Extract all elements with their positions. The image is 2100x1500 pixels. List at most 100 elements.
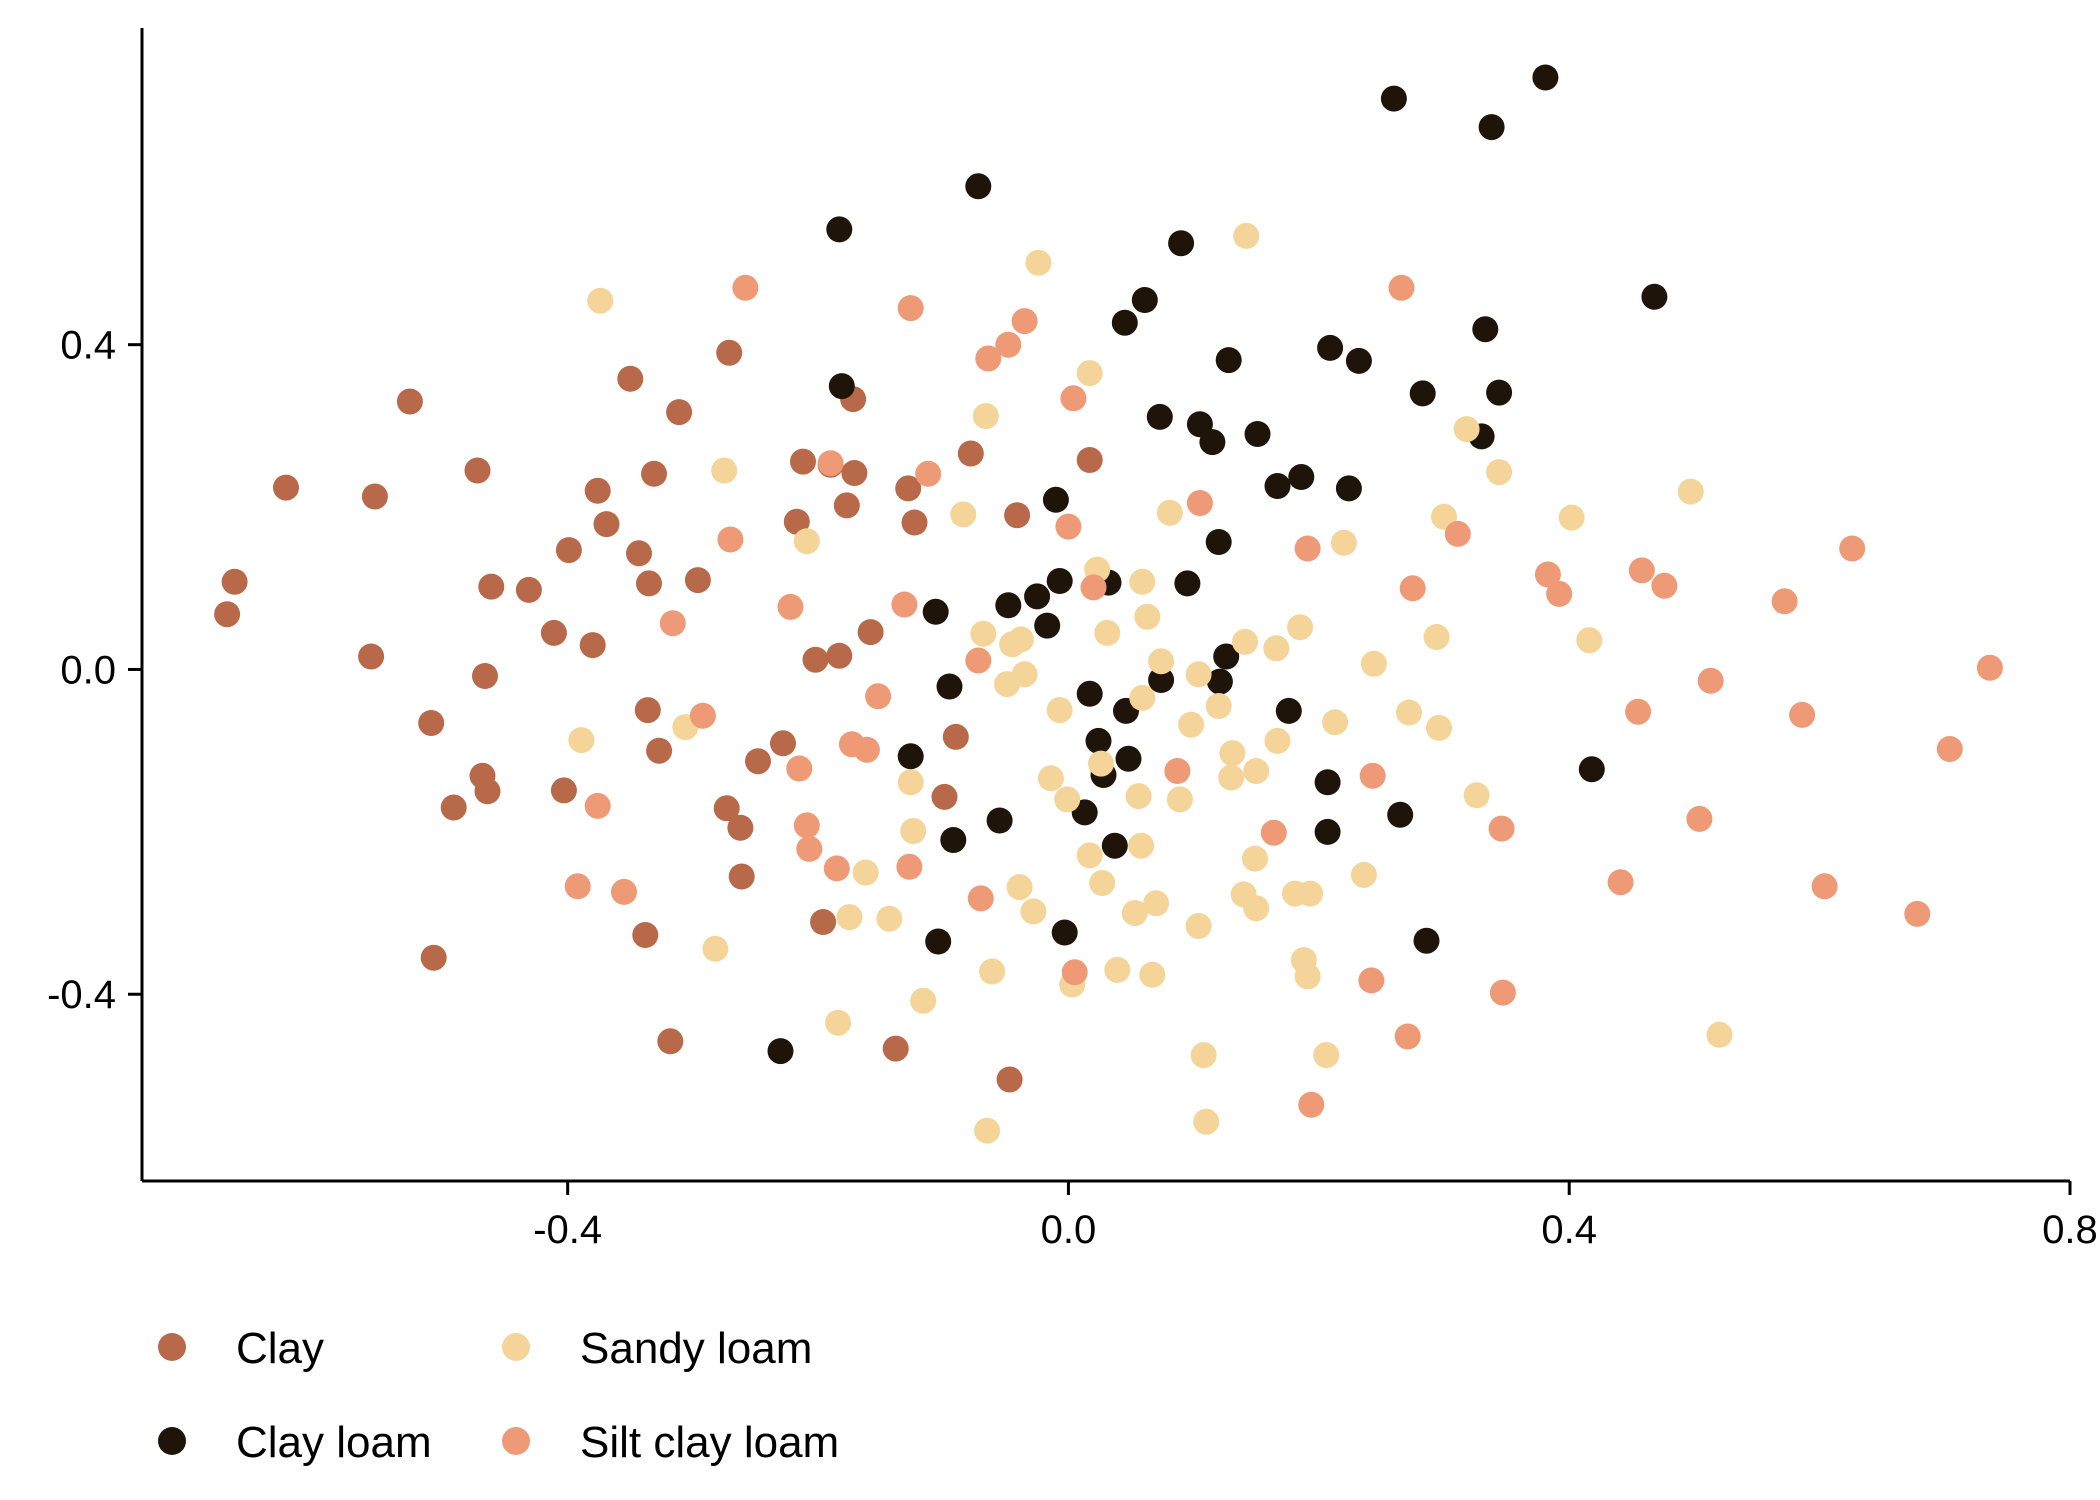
data-point-sandy-loam xyxy=(1263,635,1290,662)
data-point-clay xyxy=(783,508,810,535)
data-point-sandy-loam xyxy=(1094,619,1121,646)
data-point-sandy-loam xyxy=(1287,614,1314,641)
data-point-clay-loam xyxy=(1085,727,1112,754)
data-point-clay-loam xyxy=(1101,832,1128,859)
data-point-clay-loam xyxy=(1111,309,1138,336)
legend-label: Sandy loam xyxy=(580,1324,812,1373)
data-point-clay-loam xyxy=(1275,697,1302,724)
data-point-silt-clay-loam xyxy=(817,450,844,477)
data-point-sandy-loam xyxy=(1360,650,1387,677)
data-point-clay xyxy=(684,567,711,594)
legend: Clay Clay loam Sandy loam Silt clay loam xyxy=(158,1324,839,1467)
data-point-clay xyxy=(957,440,984,467)
data-point-clay xyxy=(996,1066,1023,1093)
data-point-sandy-loam xyxy=(1156,499,1183,526)
data-point-sandy-loam xyxy=(1185,913,1212,939)
data-point-silt-clay-loam xyxy=(965,647,992,674)
data-point-silt-clay-loam xyxy=(1651,572,1678,599)
data-point-clay-loam xyxy=(1213,643,1240,670)
data-point-clay xyxy=(474,778,501,805)
x-ticks: -0.4 0.0 0.4 0.8 xyxy=(533,1181,2098,1252)
data-point-clay-loam xyxy=(1345,347,1372,374)
data-point-clay-loam xyxy=(1244,421,1271,447)
data-point-sandy-loam xyxy=(702,935,729,962)
data-point-clay-loam xyxy=(925,928,952,955)
data-point-sandy-loam xyxy=(1677,478,1704,505)
data-point-clay xyxy=(579,632,606,659)
data-point-clay-loam xyxy=(1314,818,1341,845)
data-point-sandy-loam xyxy=(900,818,927,844)
data-point-clay-loam xyxy=(1314,769,1341,796)
data-point-sandy-loam xyxy=(1330,529,1357,556)
data-point-clay xyxy=(593,511,620,538)
data-point-clay xyxy=(1004,502,1031,529)
data-point-clay xyxy=(942,723,969,750)
data-point-clay-loam xyxy=(1578,756,1605,783)
data-point-sandy-loam xyxy=(793,528,820,555)
data-point-sandy-loam xyxy=(1486,459,1513,486)
data-point-sandy-loam xyxy=(1294,963,1321,990)
data-point-silt-clay-loam xyxy=(1771,588,1798,615)
data-point-silt-clay-loam xyxy=(659,610,686,637)
data-point-clay xyxy=(555,537,582,564)
data-point-sandy-loam xyxy=(1193,1108,1220,1135)
data-point-sandy-loam xyxy=(836,904,863,931)
data-point-clay xyxy=(882,1035,909,1062)
y-tick-label: 0.0 xyxy=(60,648,116,692)
data-point-sandy-loam xyxy=(1218,764,1245,791)
data-point-clay-loam xyxy=(1042,486,1069,513)
data-point-clay xyxy=(584,477,611,504)
data-point-sandy-loam xyxy=(974,1117,1001,1144)
data-point-clay-loam xyxy=(1387,801,1414,828)
data-point-clay xyxy=(666,399,693,426)
data-point-clay xyxy=(396,388,423,415)
data-point-sandy-loam xyxy=(1046,697,1073,724)
data-point-silt-clay-loam xyxy=(897,295,924,322)
data-point-clay xyxy=(440,794,467,821)
data-point-silt-clay-loam xyxy=(1298,1091,1325,1118)
data-point-sandy-loam xyxy=(1129,568,1156,595)
data-point-clay-loam xyxy=(1174,570,1201,597)
data-point-clay-loam xyxy=(767,1038,794,1065)
legend-item-clay-loam: Clay loam xyxy=(158,1418,432,1467)
data-point-silt-clay-loam xyxy=(1358,967,1385,994)
data-point-clay xyxy=(418,710,445,736)
data-point-sandy-loam xyxy=(1020,898,1047,925)
data-point-sandy-loam xyxy=(568,727,595,754)
data-point-silt-clay-loam xyxy=(611,878,637,905)
data-points xyxy=(214,64,2003,1144)
data-point-silt-clay-loam xyxy=(1294,535,1321,562)
data-point-clay xyxy=(716,339,743,366)
data-point-sandy-loam xyxy=(587,287,614,314)
data-point-silt-clay-loam xyxy=(975,345,1002,372)
data-point-silt-clay-loam xyxy=(689,702,716,729)
legend-marker xyxy=(158,1333,186,1361)
data-point-clay xyxy=(641,460,667,487)
data-point-sandy-loam xyxy=(1558,504,1585,531)
data-point-clay-loam xyxy=(986,807,1013,834)
data-point-silt-clay-loam xyxy=(1811,873,1838,900)
data-point-silt-clay-loam xyxy=(1388,274,1415,301)
data-point-sandy-loam xyxy=(1037,765,1064,792)
data-point-clay xyxy=(770,730,796,757)
legend-item-sandy-loam: Sandy loam xyxy=(502,1324,812,1373)
data-point-clay-loam xyxy=(1051,919,1078,946)
data-point-clay xyxy=(895,475,922,502)
data-point-sandy-loam xyxy=(1006,874,1033,901)
data-point-clay xyxy=(657,1028,684,1055)
data-point-silt-clay-loam xyxy=(1789,701,1816,728)
data-point-silt-clay-loam xyxy=(717,526,744,553)
data-point-silt-clay-loam xyxy=(1625,698,1652,725)
data-point-silt-clay-loam xyxy=(1628,557,1655,584)
data-point-clay-loam xyxy=(1409,380,1436,407)
data-point-silt-clay-loam xyxy=(777,593,804,620)
data-point-sandy-loam xyxy=(1054,786,1081,813)
data-point-sandy-loam xyxy=(1190,1042,1217,1069)
data-point-clay-loam xyxy=(1486,379,1513,406)
data-point-clay xyxy=(646,737,673,764)
data-point-clay xyxy=(632,922,659,948)
data-point-clay-loam xyxy=(1205,529,1232,555)
data-point-sandy-loam xyxy=(1104,956,1131,983)
data-point-silt-clay-loam xyxy=(1489,979,1516,1006)
data-point-sandy-loam xyxy=(1139,961,1166,988)
